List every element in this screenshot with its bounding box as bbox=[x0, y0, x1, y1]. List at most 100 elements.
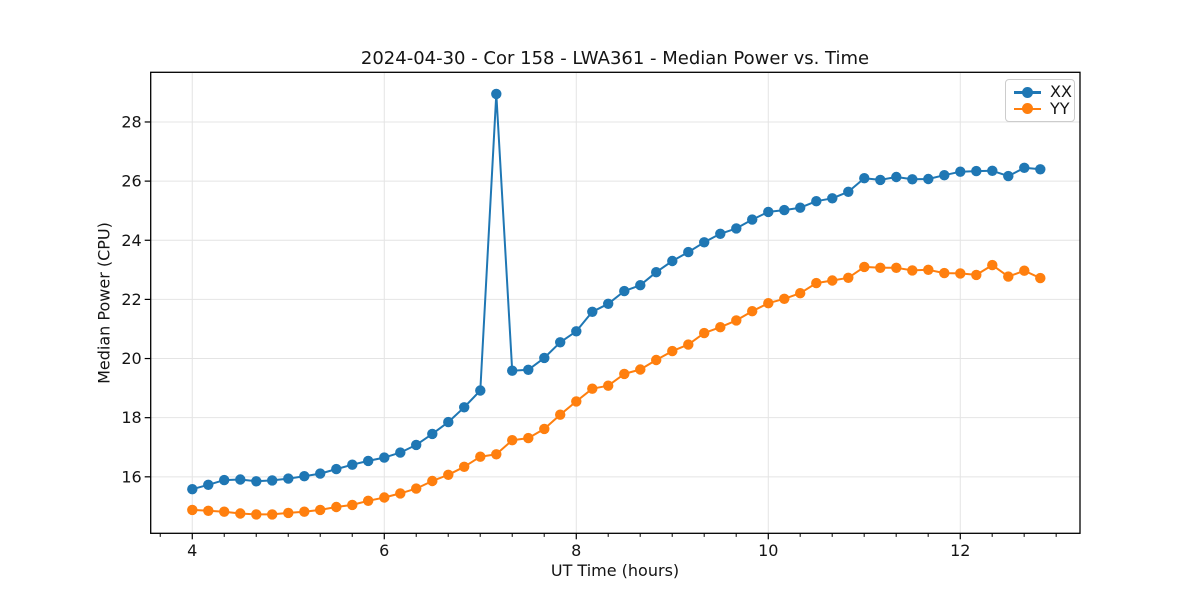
series-yy-marker bbox=[491, 449, 502, 460]
series-yy-marker bbox=[843, 272, 854, 283]
series-xx-marker bbox=[747, 214, 758, 225]
series-xx-marker bbox=[651, 267, 662, 278]
series-xx-marker bbox=[811, 196, 822, 207]
series-yy-marker bbox=[219, 506, 230, 517]
series-xx-marker bbox=[299, 471, 310, 482]
series-xx-marker bbox=[763, 206, 774, 218]
series-xx-marker bbox=[251, 476, 262, 487]
series-xx-marker bbox=[283, 473, 294, 484]
series-xx-marker bbox=[923, 173, 934, 185]
series-yy-marker bbox=[379, 492, 390, 503]
series-xx-marker bbox=[699, 237, 710, 248]
series-xx-marker bbox=[971, 165, 982, 177]
series-yy-marker bbox=[1035, 272, 1046, 284]
series-xx-marker bbox=[379, 452, 390, 463]
y-axis-label: Median Power (CPU) bbox=[94, 222, 114, 384]
series-yy-marker bbox=[363, 495, 374, 506]
series-yy-marker bbox=[555, 409, 566, 420]
series-xx-marker bbox=[219, 474, 230, 486]
series-yy-marker bbox=[859, 261, 870, 273]
series-xx-marker bbox=[907, 174, 918, 185]
series-xx-marker bbox=[843, 186, 854, 197]
legend-item-xx: XX bbox=[1014, 84, 1074, 101]
series-xx-marker bbox=[1003, 170, 1014, 182]
series-xx-marker bbox=[603, 298, 614, 309]
series-xx-marker bbox=[795, 202, 806, 213]
x-tick-label: 6 bbox=[379, 541, 389, 560]
series-yy-marker bbox=[539, 423, 550, 435]
legend-swatch-yy bbox=[1014, 103, 1041, 115]
series-xx-marker bbox=[939, 170, 950, 181]
series-yy-marker bbox=[411, 483, 422, 494]
plot-border bbox=[150, 71, 1081, 534]
series-yy-marker bbox=[651, 354, 662, 366]
series-xx-marker bbox=[683, 246, 694, 258]
series-xx-marker bbox=[363, 455, 374, 467]
series-yy-marker bbox=[923, 264, 934, 275]
series-yy-marker bbox=[315, 504, 326, 516]
series-yy-marker bbox=[1003, 271, 1014, 282]
series-xx-marker bbox=[891, 171, 902, 183]
series-xx-marker bbox=[411, 439, 422, 451]
series-yy-marker bbox=[955, 268, 966, 279]
legend-swatch-xx bbox=[1014, 86, 1041, 98]
x-tick-label: 12 bbox=[950, 541, 970, 560]
series-yy-marker bbox=[987, 259, 998, 271]
series-xx-marker bbox=[203, 479, 214, 490]
series-yy-marker bbox=[267, 509, 278, 520]
series-xx-marker bbox=[475, 385, 486, 396]
series-xx-marker bbox=[507, 365, 518, 376]
x-tick-label: 8 bbox=[571, 541, 581, 560]
series-xx-marker bbox=[347, 459, 358, 470]
series-yy-marker bbox=[763, 298, 774, 309]
series-xx-marker bbox=[331, 463, 342, 475]
series-yy-marker bbox=[715, 322, 726, 333]
series-yy-marker bbox=[795, 288, 806, 299]
series-yy-marker bbox=[587, 383, 598, 394]
series-yy-marker bbox=[187, 504, 198, 516]
series-xx-marker bbox=[315, 468, 326, 479]
series-yy-marker bbox=[507, 435, 518, 446]
series-xx-marker bbox=[859, 173, 870, 184]
series-xx-marker bbox=[635, 280, 646, 291]
x-axis-label: UT Time (hours) bbox=[550, 561, 680, 580]
legend-label-xx: XX bbox=[1050, 82, 1072, 102]
chart-title: 2024-04-30 - Cor 158 - LWA361 - Median P… bbox=[360, 48, 870, 69]
series-xx-marker bbox=[395, 447, 406, 458]
legend-dot-icon bbox=[1022, 86, 1033, 98]
series-yy-marker bbox=[459, 461, 470, 472]
y-tick-label: 18 bbox=[121, 408, 141, 427]
series-xx-line bbox=[192, 92, 1041, 491]
series-xx-marker bbox=[1035, 164, 1046, 175]
series-yy-marker bbox=[827, 275, 838, 286]
series-xx-marker bbox=[235, 474, 246, 485]
y-tick-label: 20 bbox=[121, 349, 141, 368]
series-yy-marker bbox=[619, 368, 630, 380]
series-yy-marker bbox=[235, 508, 246, 519]
series-xx-marker bbox=[619, 285, 630, 297]
series-yy-marker bbox=[683, 339, 694, 350]
series-xx-marker bbox=[555, 337, 566, 348]
series-xx-marker bbox=[267, 475, 278, 486]
series-yy-marker bbox=[331, 501, 342, 513]
series-xx-marker bbox=[459, 402, 470, 413]
series-xx-marker bbox=[715, 228, 726, 239]
series-yy-marker bbox=[635, 364, 646, 375]
series-yy-marker bbox=[251, 509, 262, 520]
legend: XX YY bbox=[1005, 79, 1075, 122]
series-yy-marker bbox=[699, 327, 710, 339]
y-tick-label: 26 bbox=[121, 172, 141, 191]
series-xx-marker bbox=[667, 255, 678, 267]
series-yy-marker bbox=[603, 380, 614, 391]
y-tick-label: 22 bbox=[121, 290, 141, 309]
series-xx-marker bbox=[1019, 162, 1030, 173]
series-yy-marker bbox=[907, 265, 918, 276]
x-tick-label: 10 bbox=[758, 541, 778, 560]
series-yy-marker bbox=[811, 277, 822, 289]
series-xx-marker bbox=[731, 223, 742, 234]
series-xx-marker bbox=[955, 166, 966, 177]
series-yy-marker bbox=[523, 432, 534, 444]
